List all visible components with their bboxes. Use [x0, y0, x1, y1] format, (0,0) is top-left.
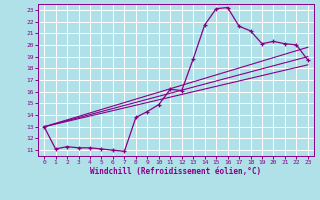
X-axis label: Windchill (Refroidissement éolien,°C): Windchill (Refroidissement éolien,°C)	[91, 167, 261, 176]
